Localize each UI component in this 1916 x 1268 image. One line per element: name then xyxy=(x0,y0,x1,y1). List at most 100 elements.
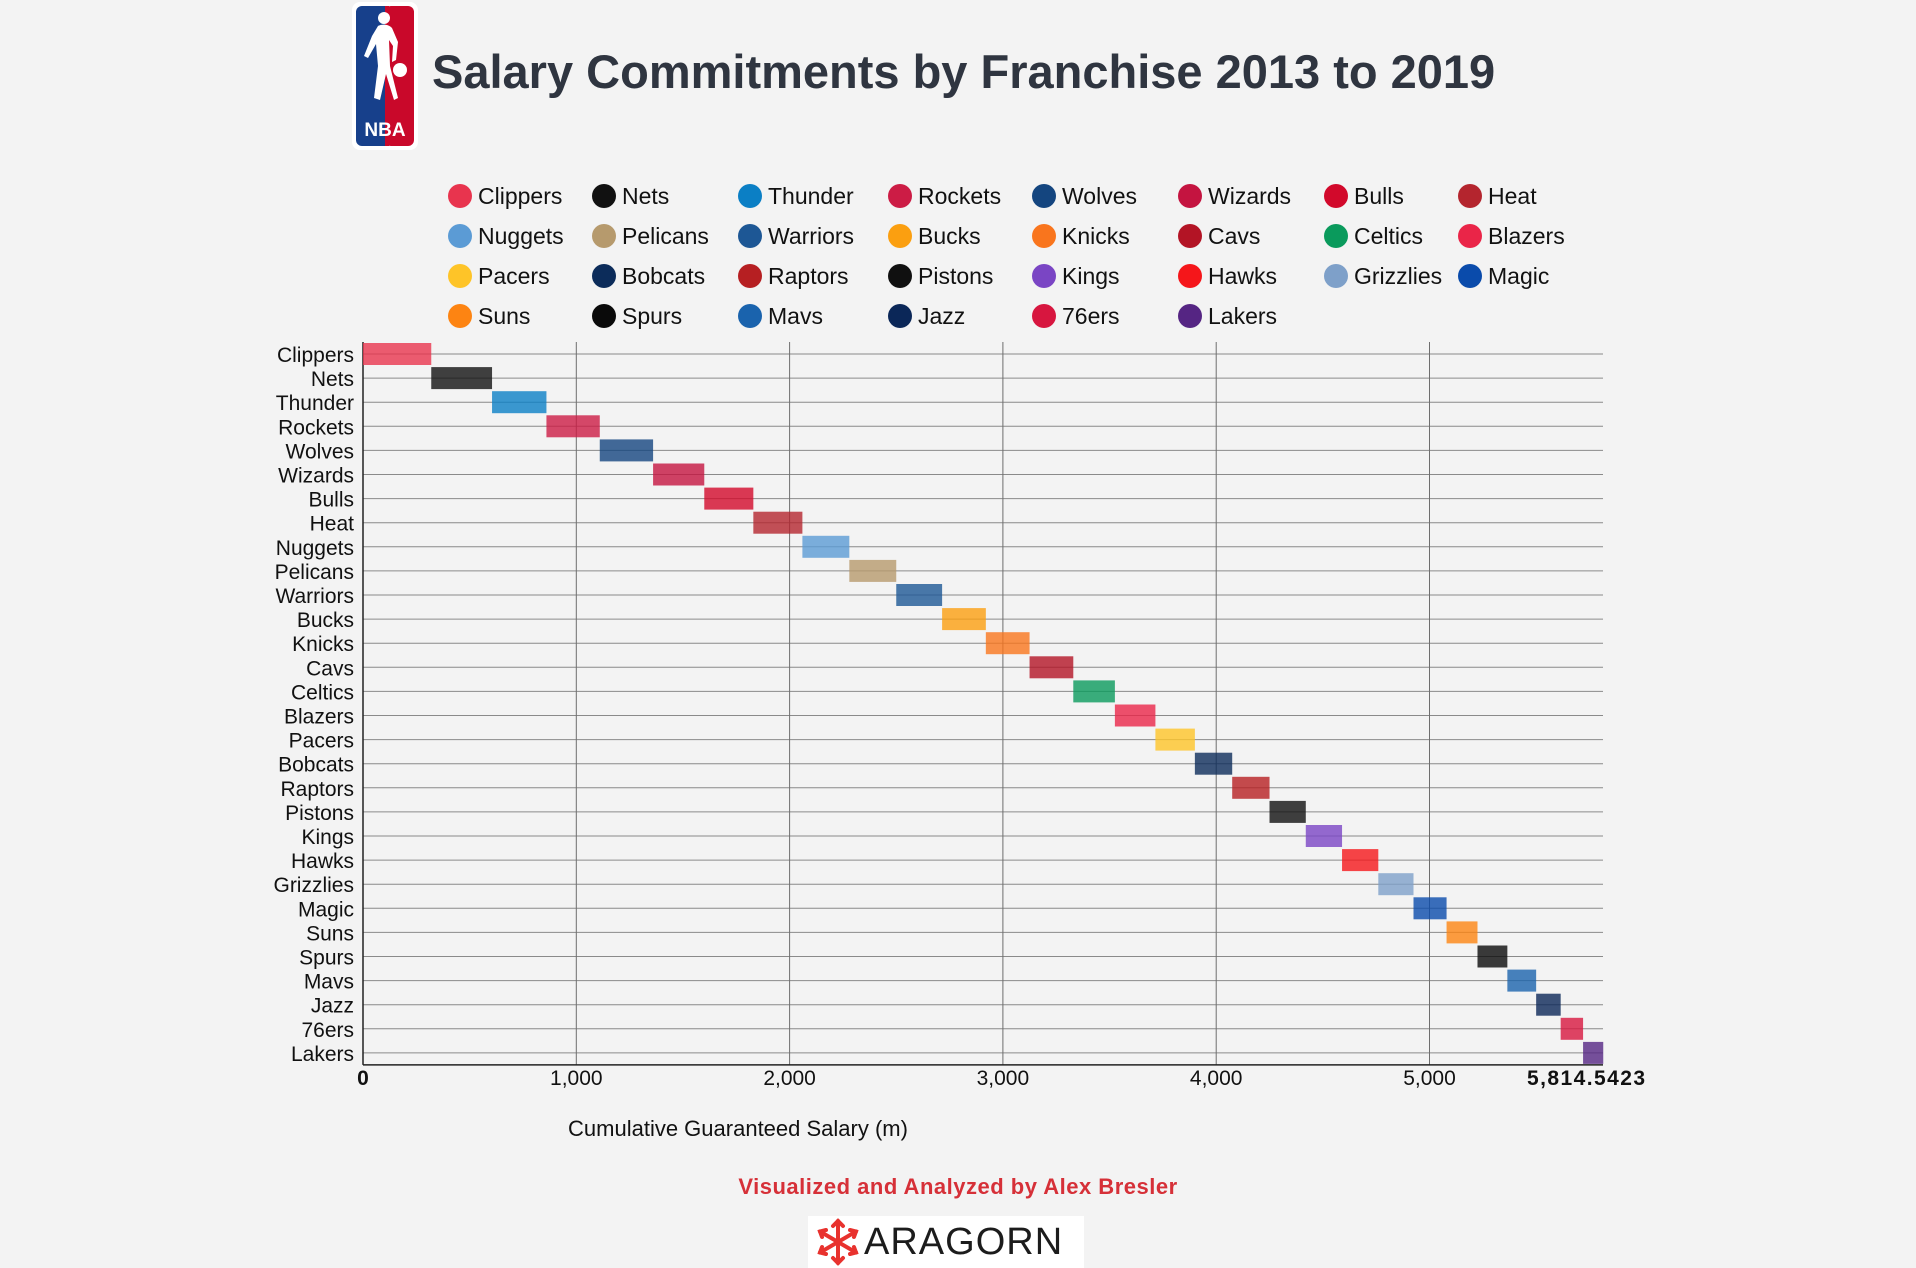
legend-item-pacers[interactable]: Pacers xyxy=(448,256,550,296)
legend-label: Pistons xyxy=(918,262,994,289)
legend-marker xyxy=(1178,184,1202,208)
y-tick-label: Rockets xyxy=(278,416,354,439)
legend-label: Kings xyxy=(1062,262,1120,289)
legend-marker xyxy=(1324,264,1348,288)
y-tick-label: Bulls xyxy=(308,489,354,512)
bar-76ers xyxy=(1560,1017,1584,1040)
legend-item-blazers[interactable]: Blazers xyxy=(1458,216,1565,256)
legend-item-pelicans[interactable]: Pelicans xyxy=(592,216,709,256)
legend-label: Celtics xyxy=(1354,222,1424,249)
legend-item-bobcats[interactable]: Bobcats xyxy=(592,256,705,296)
y-tick-label: Thunder xyxy=(276,392,354,415)
legend-marker xyxy=(1324,184,1348,208)
bar-layer xyxy=(363,343,1604,1064)
bar-jazz xyxy=(1536,993,1561,1016)
legend-marker xyxy=(738,224,762,248)
legend-label: Heat xyxy=(1488,182,1537,209)
legend-item-mavs[interactable]: Mavs xyxy=(738,296,823,336)
y-tick-label: Wizards xyxy=(278,465,354,488)
bar-raptors xyxy=(1232,776,1270,799)
y-tick-label: Spurs xyxy=(299,947,354,970)
bar-warriors xyxy=(896,584,943,606)
y-tick-label: Blazers xyxy=(284,706,354,729)
legend-label: Pacers xyxy=(478,262,550,289)
legend-label: Lakers xyxy=(1208,302,1278,329)
bar-lakers xyxy=(1583,1041,1604,1064)
legend-label: Bobcats xyxy=(622,262,706,289)
y-tick-label: Pistons xyxy=(285,802,354,825)
legend-label: Blazers xyxy=(1488,222,1565,249)
bar-wizards xyxy=(653,463,705,486)
legend-item-rockets[interactable]: Rockets xyxy=(888,176,1001,216)
legend-item-bulls[interactable]: Bulls xyxy=(1324,176,1404,216)
y-tick-label: Knicks xyxy=(292,633,354,656)
y-tick-label: Mavs xyxy=(304,971,354,994)
legend-item-jazz[interactable]: Jazz xyxy=(888,296,965,336)
legend-item-spurs[interactable]: Spurs xyxy=(592,296,682,336)
legend-marker xyxy=(888,304,912,328)
legend-item-bucks[interactable]: Bucks xyxy=(888,216,981,256)
y-tick-label: Jazz xyxy=(311,995,354,1018)
legend-label: Rockets xyxy=(918,182,1002,209)
aragorn-snowflake-icon xyxy=(817,1218,859,1266)
x-tick-label: 2,000 xyxy=(763,1067,816,1090)
legend-item-heat[interactable]: Heat xyxy=(1458,176,1537,216)
bar-pacers xyxy=(1155,728,1195,751)
legend-item-wolves[interactable]: Wolves xyxy=(1032,176,1137,216)
y-tick-labels: ClippersNetsThunderRocketsWolvesWizardsB… xyxy=(273,344,354,1066)
y-tick-label: Celtics xyxy=(291,681,354,704)
legend-item-warriors[interactable]: Warriors xyxy=(738,216,854,256)
bar-hawks xyxy=(1342,849,1379,872)
x-tick-label: 4,000 xyxy=(1190,1067,1243,1090)
legend-item-cavs[interactable]: Cavs xyxy=(1178,216,1260,256)
legend-label: Grizzlies xyxy=(1354,262,1443,289)
legend-item-76ers[interactable]: 76ers xyxy=(1032,296,1120,336)
bar-nets xyxy=(431,367,493,390)
y-tick-label: Nets xyxy=(311,368,354,391)
legend-label: Wizards xyxy=(1208,182,1292,209)
legend-marker xyxy=(592,304,616,328)
legend-label: Thunder xyxy=(768,182,854,209)
legend-label: Cavs xyxy=(1208,222,1261,249)
legend-item-grizzlies[interactable]: Grizzlies xyxy=(1324,256,1442,296)
legend-item-kings[interactable]: Kings xyxy=(1032,256,1120,296)
legend-item-suns[interactable]: Suns xyxy=(448,296,530,336)
legend-label: Nets xyxy=(622,182,670,209)
legend-item-magic[interactable]: Magic xyxy=(1458,256,1549,296)
legend-marker xyxy=(888,224,912,248)
bar-wolves xyxy=(599,439,654,462)
legend-marker xyxy=(592,224,616,248)
legend-marker xyxy=(1458,264,1482,288)
x-tick-labels: 0 1,000 2,000 3,000 4,000 5,000 5,814.5423 xyxy=(357,1067,1645,1090)
legend-label: Mavs xyxy=(768,302,823,329)
legend-label: Jazz xyxy=(918,302,966,329)
legend-marker xyxy=(738,304,762,328)
legend-marker xyxy=(1032,264,1056,288)
legend-item-lakers[interactable]: Lakers xyxy=(1178,296,1277,336)
legend-item-hawks[interactable]: Hawks xyxy=(1178,256,1277,296)
legend-item-pistons[interactable]: Pistons xyxy=(888,256,993,296)
legend-marker xyxy=(448,224,472,248)
bar-heat xyxy=(753,511,803,534)
legend-item-clippers[interactable]: Clippers xyxy=(448,176,562,216)
legend-item-nuggets[interactable]: Nuggets xyxy=(448,216,564,256)
legend-item-nets[interactable]: Nets xyxy=(592,176,669,216)
legend-item-raptors[interactable]: Raptors xyxy=(738,256,849,296)
x-tick-label: 3,000 xyxy=(977,1067,1030,1090)
y-tick-label: Lakers xyxy=(291,1043,354,1066)
legend-label: Hawks xyxy=(1208,262,1278,289)
legend-marker xyxy=(1178,264,1202,288)
legend-item-celtics[interactable]: Celtics xyxy=(1324,216,1423,256)
legend-label: Bulls xyxy=(1354,182,1404,209)
bar-pelicans xyxy=(849,559,897,582)
nba-logo-text: NBA xyxy=(364,120,405,141)
y-tick-label: Magic xyxy=(298,898,354,921)
x-axis-title: Cumulative Guaranteed Salary (m) xyxy=(568,1116,908,1141)
bar-knicks xyxy=(985,632,1030,655)
legend-item-knicks[interactable]: Knicks xyxy=(1032,216,1130,256)
legend-item-thunder[interactable]: Thunder xyxy=(738,176,854,216)
legend-label: Warriors xyxy=(768,222,855,249)
y-tick-label: Clippers xyxy=(277,344,354,367)
legend-item-wizards[interactable]: Wizards xyxy=(1178,176,1291,216)
legend-marker xyxy=(738,184,762,208)
